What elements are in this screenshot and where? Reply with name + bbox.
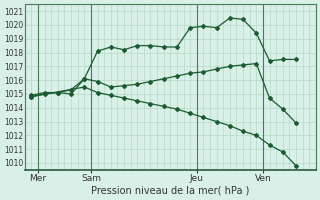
X-axis label: Pression niveau de la mer( hPa ): Pression niveau de la mer( hPa ) (91, 186, 250, 196)
